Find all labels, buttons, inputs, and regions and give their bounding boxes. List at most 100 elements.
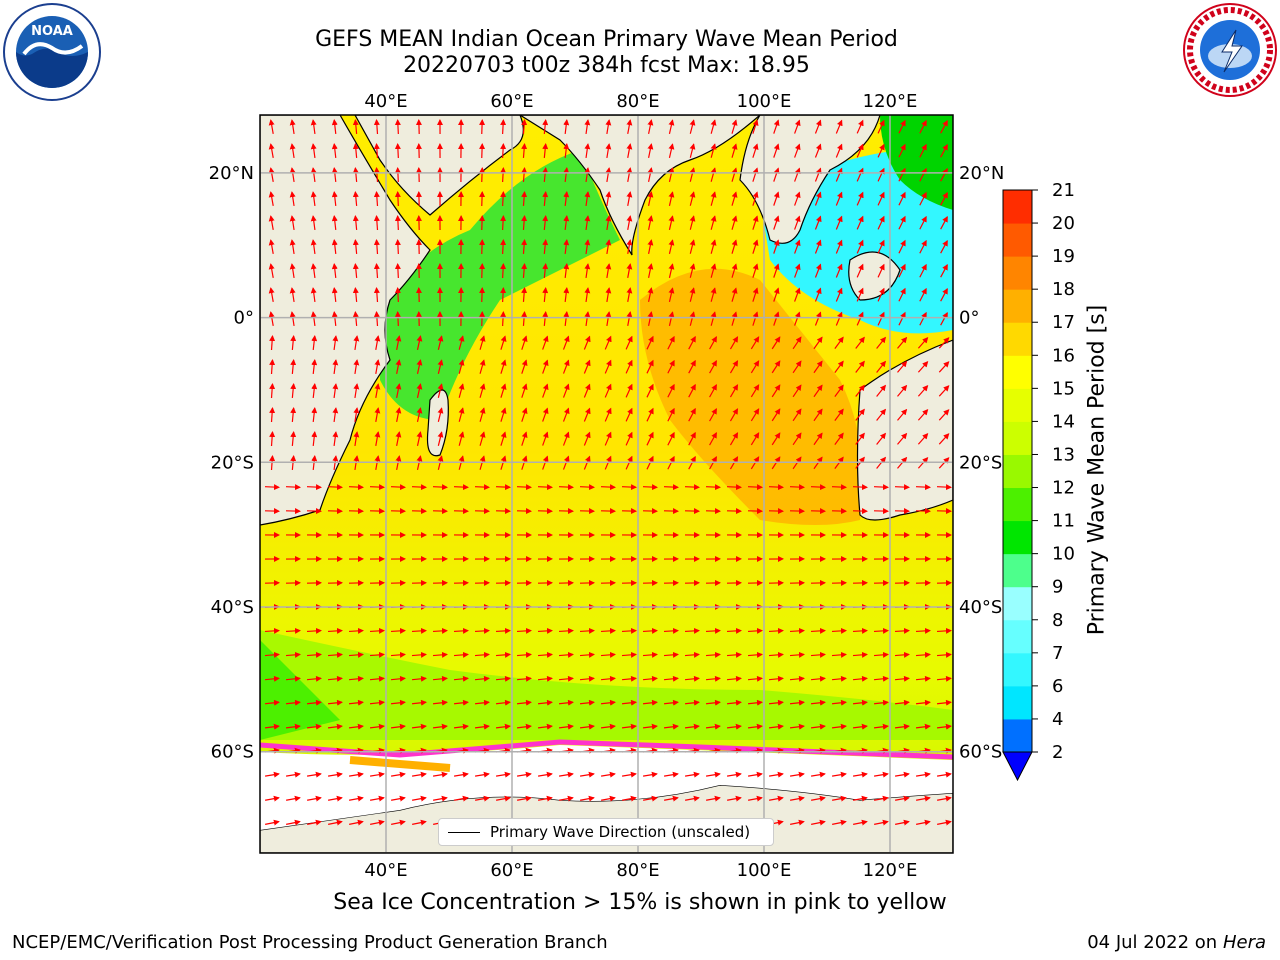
wave-direction-arrow [852, 771, 868, 778]
wave-direction-arrow [374, 407, 381, 422]
wave-direction-arrow [373, 263, 380, 279]
wave-direction-arrow [579, 484, 595, 491]
wave-direction-arrow [479, 407, 486, 422]
wave-direction-arrow [940, 119, 948, 134]
wave-direction-arrow [794, 191, 801, 206]
lon-tick-label-top: 60°E [490, 91, 533, 112]
wave-direction-arrow [562, 407, 570, 422]
wave-direction-arrow [394, 263, 401, 279]
wave-direction-arrow [705, 484, 721, 491]
wave-direction-arrow [794, 215, 801, 230]
wave-direction-arrow [521, 335, 528, 350]
wave-direction-arrow [897, 336, 908, 349]
wave-direction-arrow [771, 336, 781, 350]
wave-direction-arrow [814, 191, 822, 206]
wave-direction-arrow [353, 407, 360, 423]
wave-direction-arrow [331, 311, 338, 327]
wave-direction-arrow [710, 311, 717, 326]
wave-direction-arrow [604, 383, 612, 398]
wave-direction-arrow [646, 383, 654, 398]
wave-direction-arrow [332, 359, 339, 375]
wave-direction-arrow [752, 287, 759, 302]
wave-direction-arrow [726, 675, 742, 682]
wave-direction-arrow [856, 311, 864, 326]
wave-direction-arrows [264, 119, 952, 826]
wave-direction-arrow [625, 383, 633, 398]
wave-direction-arrow [729, 336, 739, 350]
wave-direction-arrow [311, 407, 318, 423]
wave-direction-arrow [747, 771, 763, 778]
wave-direction-arrow [898, 263, 906, 278]
wave-direction-arrow [327, 723, 343, 730]
sea-ice-edge-orange [349, 756, 451, 772]
wave-direction-arrow [647, 311, 654, 326]
wave-direction-arrow [668, 263, 675, 278]
wave-direction-arrow [285, 484, 301, 491]
land-africa [260, 115, 431, 526]
wave-direction-arrow [289, 215, 296, 231]
wave-direction-arrow [458, 383, 465, 398]
colorbar-tick-label: 14 [1052, 411, 1075, 432]
wave-direction-arrow [395, 407, 402, 422]
wave-direction-arrow [940, 287, 948, 302]
wave-direction-arrow [710, 167, 717, 182]
colorbar-swatch [1003, 256, 1032, 290]
wave-direction-arrow [265, 819, 280, 826]
wave-direction-arrow [369, 627, 385, 634]
wave-direction-arrow [936, 699, 952, 706]
wave-direction-arrow [752, 167, 759, 182]
wave-direction-arrow [938, 409, 950, 421]
wave-direction-arrow [668, 311, 675, 326]
map-tick-labels: 40°E 40°E 60°E 60°E 80°E 80°E 100°E 100°E 120°E 1… [209, 91, 1005, 881]
wave-direction-arrow [709, 384, 717, 398]
wave-direction-arrow [289, 287, 296, 303]
wave-direction-arrow [831, 484, 847, 491]
wave-direction-arrow [647, 239, 654, 254]
wave-direction-arrow [563, 167, 570, 183]
wave-direction-arrow [517, 795, 532, 802]
wave-direction-arrow [668, 191, 675, 206]
wave-direction-arrow [877, 119, 885, 134]
wave-direction-arrow [453, 627, 469, 634]
wave-direction-arrow [731, 143, 738, 158]
wave-direction-arrow [688, 383, 696, 398]
wave-direction-arrow [876, 336, 887, 349]
wave-direction-arrow [856, 191, 864, 206]
wave-direction-arrow [789, 675, 805, 682]
wave-direction-arrow [877, 263, 885, 278]
wave-direction-arrow [411, 723, 427, 730]
wave-direction-arrow [416, 335, 423, 350]
wave-direction-arrow [352, 119, 359, 135]
wave-direction-arrow [642, 723, 658, 730]
wave-direction-arrow [894, 699, 910, 706]
wave-direction-arrow [374, 359, 381, 374]
colorbar-swatch [1003, 718, 1032, 753]
wave-direction-arrow [453, 771, 469, 778]
wave-direction-arrow [542, 143, 549, 159]
wave-direction-arrow [584, 191, 591, 207]
wave-direction-arrow [310, 191, 317, 207]
wave-direction-arrow [395, 383, 402, 398]
wave-direction-arrow [876, 408, 887, 421]
wave-direction-arrow [642, 771, 658, 778]
colorbar-swatch [1003, 289, 1032, 323]
wave-direction-arrow [353, 431, 360, 447]
wave-direction-arrow [500, 143, 507, 159]
wave-direction-arrow [348, 484, 364, 491]
wave-direction-arrow [873, 771, 889, 778]
wave-direction-arrow [605, 239, 612, 255]
wave-direction-arrow [663, 651, 679, 658]
wave-direction-arrow [432, 723, 448, 730]
wave-direction-arrow [537, 723, 553, 730]
wave-direction-arrow [834, 408, 844, 421]
wave-direction-arrow [562, 383, 570, 398]
wave-direction-arrow [792, 336, 802, 350]
wave-direction-arrow [773, 191, 780, 206]
wave-direction-arrow [474, 675, 490, 682]
wave-direction-arrow [285, 723, 301, 730]
wave-direction-arrow [917, 432, 929, 445]
wave-direction-arrow [500, 239, 507, 255]
wave-direction-arrow [835, 239, 843, 254]
colorbar-tick-label: 7 [1052, 643, 1063, 664]
wave-direction-arrow [752, 215, 759, 230]
